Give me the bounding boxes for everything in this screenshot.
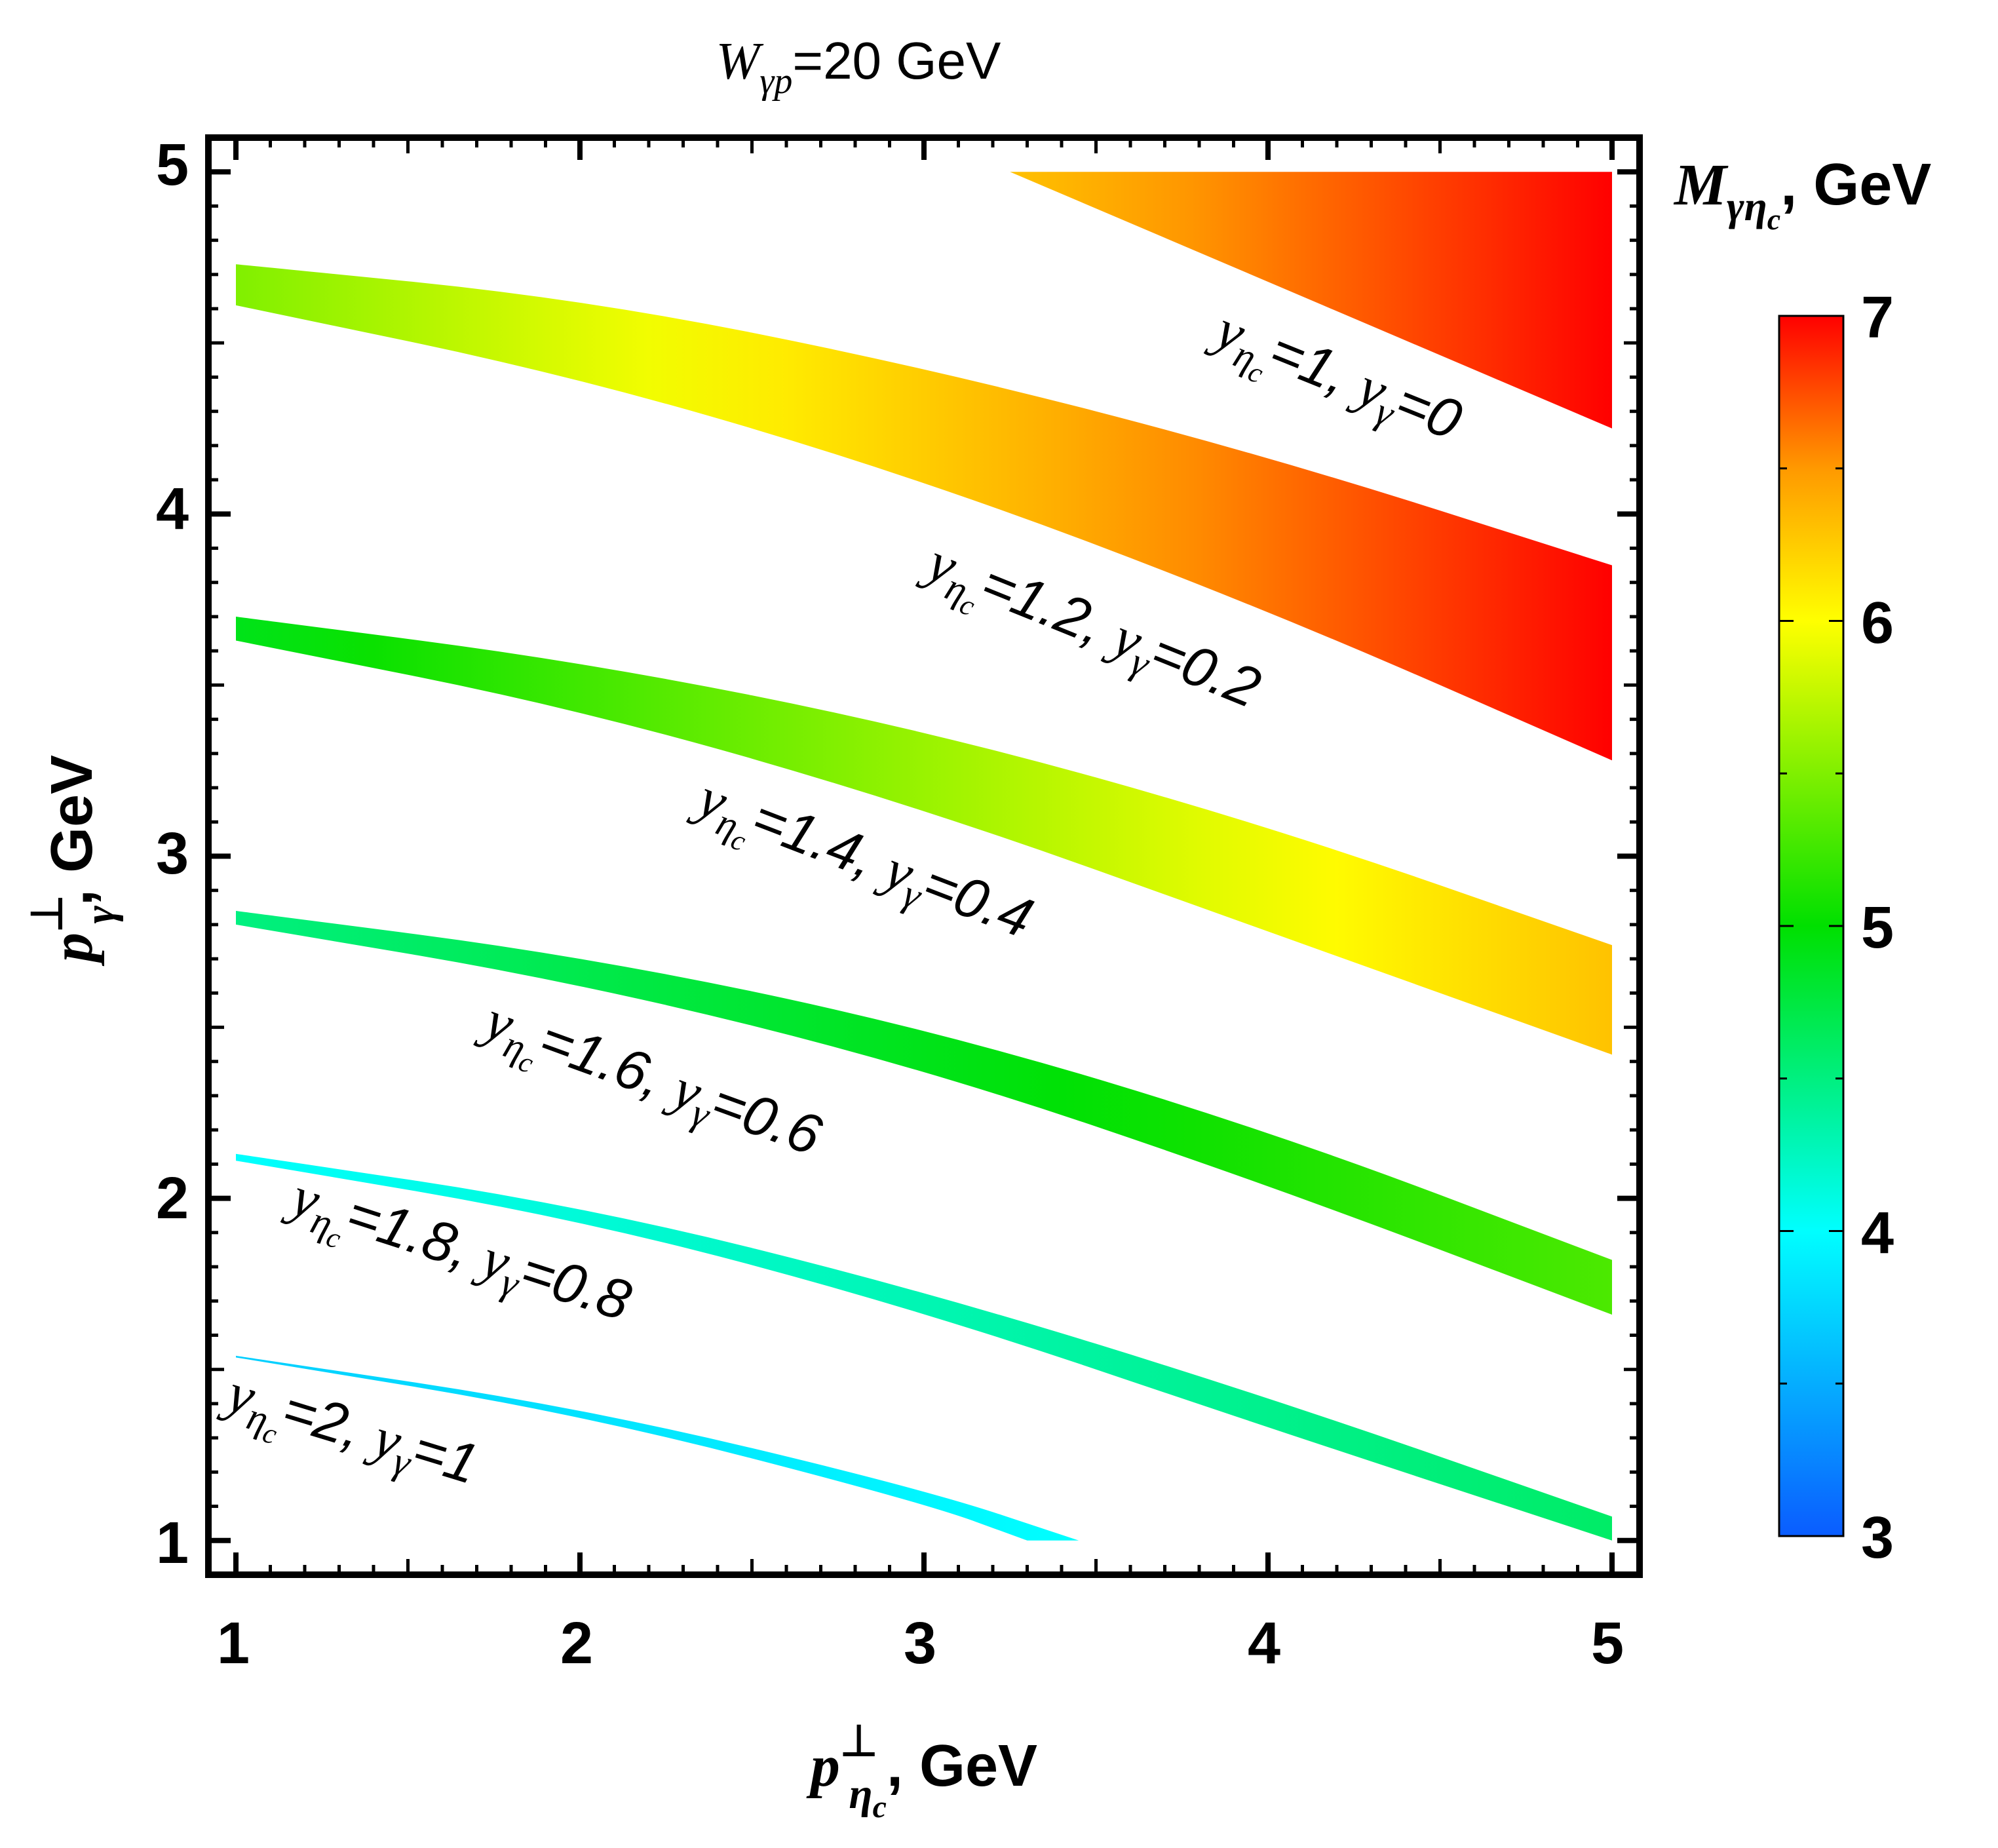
cblabel-rest: , GeV: [1780, 152, 1931, 218]
ticks: [208, 138, 1640, 1575]
bands: [236, 172, 1612, 1541]
y-tick-label: 5: [156, 132, 189, 198]
colorbar-label: Mγηc, GeV: [1673, 152, 1931, 236]
band-region: [1010, 172, 1612, 429]
colorbar-tick-labels: 3 4 5 6 7: [1861, 285, 1894, 1571]
y-axis-label: p⊥ γ, GeV: [22, 755, 124, 967]
ylabel-sup: ⊥: [22, 895, 71, 933]
xlabel-subsub: c: [873, 1790, 887, 1824]
colorbar-tick-label: 4: [1861, 1201, 1894, 1266]
chart-title: Wγp=20 GeV: [716, 31, 1001, 102]
y-tick-labels: 1 2 3 4 5: [156, 132, 189, 1576]
cblabel-sub: γη: [1727, 183, 1767, 229]
title-sub: γp: [759, 61, 792, 102]
band-region: [236, 617, 1612, 1055]
band-region: [236, 1355, 1079, 1541]
xlabel-sub: η: [849, 1770, 872, 1818]
cblabel-main: M: [1673, 153, 1729, 218]
title-main: W: [716, 33, 764, 90]
cblabel-subsub: c: [1767, 202, 1780, 236]
x-tick-label: 2: [560, 1611, 593, 1676]
y-tick-label: 2: [156, 1166, 189, 1231]
x-tick-label: 3: [904, 1611, 936, 1676]
colorbar-tick-label: 7: [1861, 285, 1894, 351]
xlabel-sup: ⊥: [840, 1716, 878, 1765]
ylabel-rest: , GeV: [39, 755, 105, 906]
colorbar-tick-label: 5: [1861, 895, 1894, 961]
colorbar-ticks: [1779, 315, 1843, 1537]
xlabel-rest: , GeV: [887, 1733, 1037, 1799]
colorbar: Mγηc, GeV 3 4 5 6 7: [1673, 152, 1931, 1571]
x-tick-label: 1: [217, 1611, 250, 1676]
ylabel-main: p: [40, 933, 105, 967]
y-tick-label: 4: [156, 476, 189, 542]
colorbar-tick-label: 3: [1861, 1505, 1894, 1571]
colorbar-tick-label: 6: [1861, 590, 1894, 656]
band-region: [236, 264, 1612, 761]
band-label: yηc=2, yγ=1: [212, 1359, 486, 1509]
plot-frame: [205, 134, 1643, 1578]
title-rest: =20 GeV: [792, 31, 1001, 90]
x-tick-label: 4: [1248, 1611, 1280, 1676]
xlabel-main: p: [806, 1734, 840, 1799]
x-tick-labels: 1 2 3 4 5: [217, 1611, 1624, 1676]
y-tick-label: 3: [156, 821, 189, 887]
ylabel-sub: γ: [76, 906, 124, 924]
y-tick-label: 1: [156, 1511, 189, 1576]
x-axis-label: p⊥ ηc, GeV: [806, 1716, 1037, 1824]
x-tick-label: 5: [1591, 1611, 1624, 1676]
